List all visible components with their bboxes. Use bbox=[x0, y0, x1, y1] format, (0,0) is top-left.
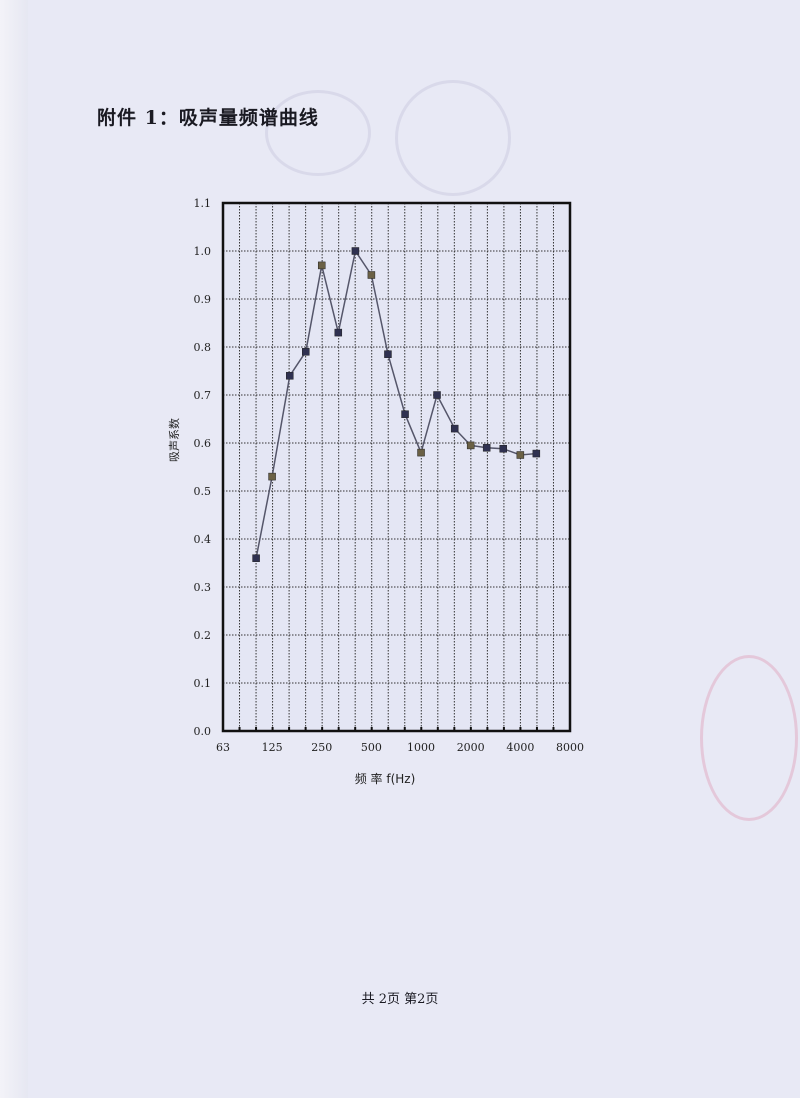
data-point bbox=[532, 449, 541, 458]
y-tick-label: 0.8 bbox=[194, 341, 212, 354]
cnas-watermark-stamp bbox=[395, 80, 511, 196]
data-point bbox=[367, 271, 376, 279]
x-tick-label: 4000 bbox=[506, 741, 534, 754]
y-axis-label: 吸声系数 bbox=[167, 418, 181, 462]
y-tick-label: 0.2 bbox=[194, 629, 212, 642]
y-tick-label: 0.9 bbox=[194, 293, 212, 306]
data-point bbox=[317, 261, 326, 270]
data-point bbox=[302, 348, 310, 356]
data-point bbox=[384, 350, 392, 358]
y-tick-label: 0.0 bbox=[194, 725, 212, 738]
y-tick-label: 0.7 bbox=[194, 389, 212, 402]
data-point bbox=[268, 472, 276, 481]
page-edge bbox=[0, 0, 28, 1098]
x-tick-label: 2000 bbox=[457, 741, 485, 754]
x-tick-label: 8000 bbox=[556, 741, 584, 754]
plot-frame bbox=[221, 201, 572, 733]
page-title: 附件 1：吸声量频谱曲线 bbox=[97, 107, 319, 129]
watermark-stamp bbox=[265, 90, 371, 176]
y-tick-label: 0.5 bbox=[194, 485, 212, 498]
y-tick-label: 0.1 bbox=[194, 677, 212, 690]
data-point bbox=[401, 410, 409, 418]
data-point bbox=[351, 247, 360, 255]
y-tick-label: 0.4 bbox=[194, 533, 212, 546]
x-tick-label: 1000 bbox=[407, 741, 435, 754]
data-point bbox=[417, 448, 425, 457]
data-point bbox=[499, 445, 507, 453]
y-tick-label: 0.6 bbox=[194, 437, 212, 450]
data-point bbox=[516, 451, 525, 459]
data-point bbox=[466, 441, 475, 450]
x-tick-label: 500 bbox=[361, 741, 382, 754]
red-seal-stamp bbox=[700, 655, 798, 821]
data-point bbox=[286, 372, 294, 380]
data-point bbox=[433, 391, 441, 399]
data-point bbox=[252, 554, 260, 562]
x-tick-label: 250 bbox=[311, 741, 332, 754]
x-tick-label: 63 bbox=[216, 741, 230, 754]
x-tick-label: 125 bbox=[262, 741, 283, 754]
page-footer: 共 2页 第2页 bbox=[361, 992, 439, 1007]
y-tick-label: 1.0 bbox=[194, 245, 212, 258]
x-axis-label: 频 率 f(Hz) bbox=[355, 771, 416, 786]
plot-area bbox=[223, 203, 570, 731]
data-point bbox=[482, 444, 491, 452]
data-point bbox=[334, 328, 343, 337]
y-tick-label: 0.3 bbox=[194, 581, 212, 594]
data-point bbox=[450, 424, 459, 433]
y-tick-label: 1.1 bbox=[194, 197, 212, 210]
